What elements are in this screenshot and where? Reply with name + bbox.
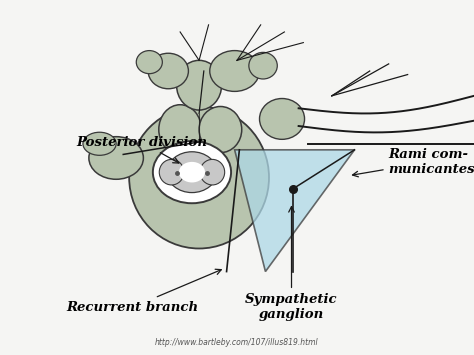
Ellipse shape (176, 60, 221, 110)
Ellipse shape (153, 141, 231, 203)
Ellipse shape (259, 98, 304, 139)
Ellipse shape (83, 132, 116, 155)
Ellipse shape (159, 159, 184, 185)
Ellipse shape (210, 50, 259, 92)
Ellipse shape (159, 105, 201, 154)
Text: Posterior division: Posterior division (76, 136, 207, 163)
Ellipse shape (129, 106, 269, 248)
Ellipse shape (137, 50, 162, 74)
Text: http://www.bartleby.com/107/illus819.html: http://www.bartleby.com/107/illus819.htm… (155, 338, 319, 347)
Ellipse shape (200, 159, 225, 185)
Polygon shape (235, 150, 355, 272)
Ellipse shape (249, 52, 277, 79)
Ellipse shape (89, 137, 143, 179)
Ellipse shape (148, 53, 188, 89)
Ellipse shape (179, 162, 205, 182)
Text: Rami com-
municantes: Rami com- municantes (353, 148, 474, 177)
Text: Sympathetic
ganglion: Sympathetic ganglion (245, 207, 338, 321)
Ellipse shape (199, 106, 242, 153)
Text: Recurrent branch: Recurrent branch (67, 269, 221, 313)
Ellipse shape (167, 152, 217, 192)
